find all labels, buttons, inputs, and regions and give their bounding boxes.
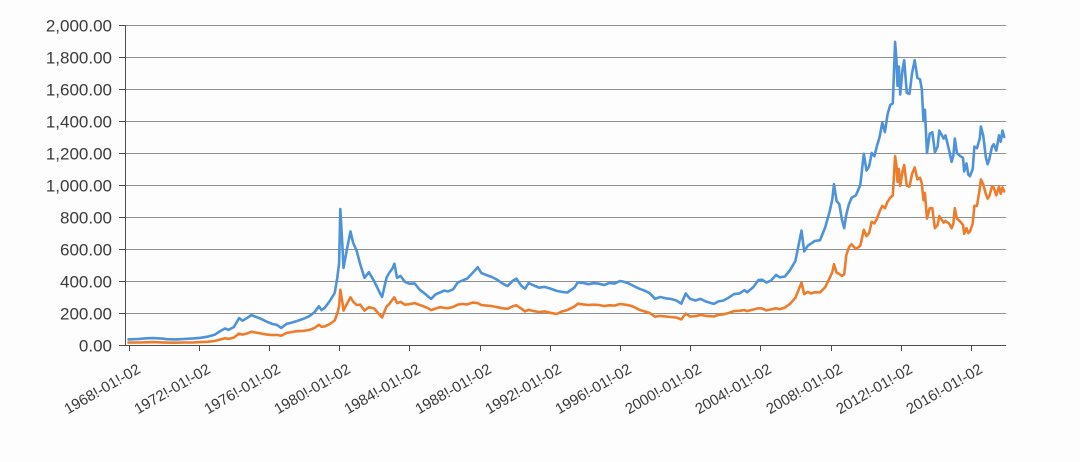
orange-series-line bbox=[127, 154, 1006, 345]
y-axis-label: 400.00 bbox=[60, 272, 112, 291]
y-axis-label: 600.00 bbox=[60, 240, 112, 259]
y-axis-label: 1,200.00 bbox=[46, 144, 112, 163]
y-axis-label: 800.00 bbox=[60, 208, 112, 227]
y-axis-label: 0.00 bbox=[79, 336, 112, 355]
y-axis-label: 1,800.00 bbox=[46, 48, 112, 67]
y-axis-label: 1,600.00 bbox=[46, 80, 112, 99]
y-axis-label: 1,400.00 bbox=[46, 112, 112, 131]
y-axis-label: 2,000.00 bbox=[46, 16, 112, 35]
y-axis-label: 1,000.00 bbox=[46, 176, 112, 195]
y-axis-label: 200.00 bbox=[60, 304, 112, 323]
blue-series-line bbox=[127, 40, 1006, 341]
